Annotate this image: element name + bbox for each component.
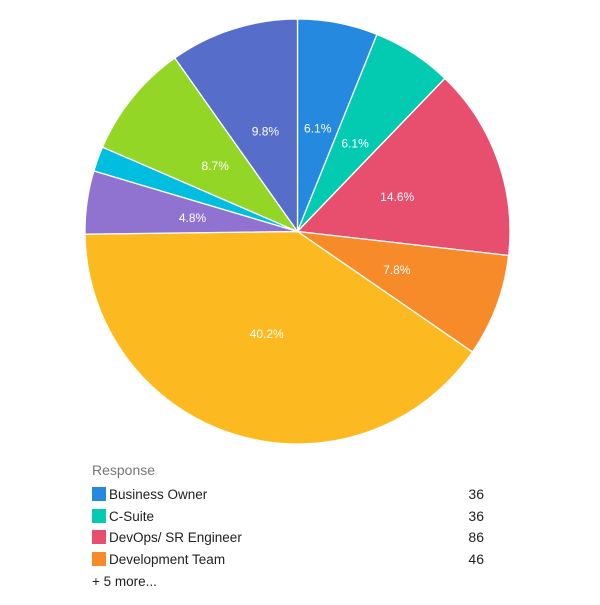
svg-text:14.6%: 14.6% — [380, 190, 414, 204]
svg-text:9.8%: 9.8% — [252, 125, 280, 139]
svg-text:8.7%: 8.7% — [202, 159, 230, 173]
svg-text:6.1%: 6.1% — [304, 122, 332, 136]
svg-text:40.2%: 40.2% — [250, 327, 284, 341]
svg-text:6.1%: 6.1% — [341, 137, 369, 151]
svg-text:4.8%: 4.8% — [179, 211, 207, 225]
svg-text:7.8%: 7.8% — [383, 263, 411, 277]
